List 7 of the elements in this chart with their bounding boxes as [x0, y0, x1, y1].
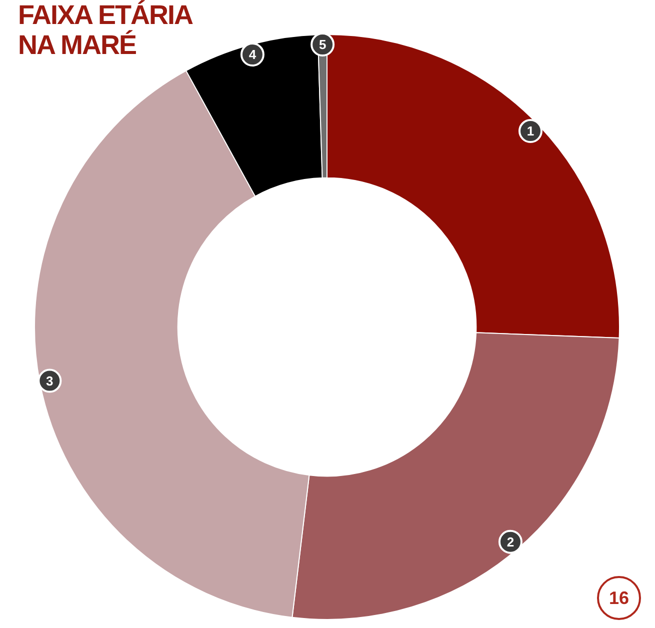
text: 16 [597, 576, 641, 620]
slice-label: 1 [526, 124, 534, 139]
chart-title: FAIXA ETÁRIA NA MARÉ [18, 0, 193, 60]
slice-label: 4 [248, 47, 257, 62]
slice-label: 3 [46, 373, 54, 388]
slice-label: 2 [506, 534, 514, 550]
slice-label: 5 [318, 37, 326, 52]
